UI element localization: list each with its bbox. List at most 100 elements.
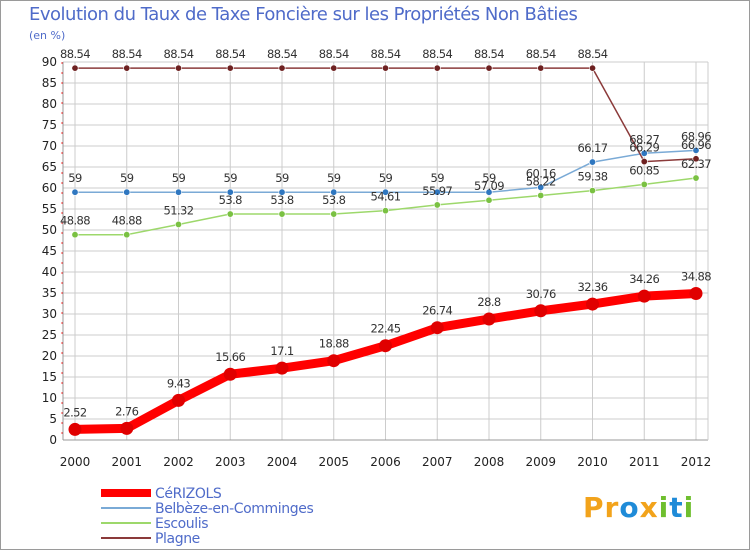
- data-point: [71, 64, 79, 72]
- data-point: [71, 188, 79, 196]
- data-label: 34.88: [681, 270, 711, 284]
- data-point: [379, 339, 392, 353]
- data-point: [123, 231, 131, 239]
- data-label: 34.26: [629, 272, 659, 286]
- data-point: [537, 183, 545, 191]
- data-point: [637, 289, 651, 303]
- data-point: [534, 304, 548, 318]
- data-label: 59.38: [578, 170, 608, 184]
- data-point: [588, 158, 596, 166]
- data-label: 88.54: [164, 47, 194, 61]
- y-tick-label: 10: [42, 391, 57, 405]
- data-label: 60.85: [629, 163, 659, 177]
- x-tick-label: 2001: [111, 455, 142, 469]
- y-tick-label: 60: [42, 181, 57, 195]
- data-point: [588, 187, 596, 195]
- data-label: 57.09: [474, 179, 504, 193]
- y-tick-label: 25: [42, 328, 57, 342]
- data-point: [71, 231, 79, 239]
- logo-letter: r: [604, 491, 620, 524]
- data-point: [226, 64, 234, 72]
- x-tick-label: 2004: [267, 455, 298, 469]
- data-point: [640, 180, 648, 188]
- logo-letter: o: [619, 491, 640, 524]
- x-tick-label: 2000: [60, 455, 91, 469]
- data-label: 2.76: [115, 404, 138, 418]
- data-label: 88.54: [474, 47, 504, 61]
- data-point: [586, 297, 599, 311]
- y-tick-label: 30: [42, 307, 57, 321]
- x-tick-label: 2007: [422, 455, 453, 469]
- x-tick-label: 2008: [474, 455, 505, 469]
- data-label: 53.8: [219, 193, 242, 207]
- data-point: [381, 207, 389, 215]
- x-tick-label: 2011: [629, 455, 660, 469]
- data-label: 30.76: [526, 287, 556, 301]
- y-tick-label: 85: [42, 76, 57, 90]
- data-label: 88.54: [267, 47, 297, 61]
- data-label: 28.8: [477, 295, 500, 309]
- data-point: [175, 64, 183, 72]
- data-label: 51.32: [164, 203, 194, 217]
- legend-label-0: CéRIZOLS: [155, 486, 222, 502]
- data-label: 9.43: [167, 376, 190, 390]
- data-label: 22.45: [371, 322, 401, 336]
- data-label: 55.97: [422, 184, 452, 198]
- data-label: 59: [379, 171, 393, 185]
- data-label: 68.27: [629, 132, 659, 146]
- y-tick-label: 75: [42, 118, 57, 132]
- data-point: [330, 188, 338, 196]
- legend-label-3: Plagne: [155, 531, 200, 547]
- data-point: [278, 188, 286, 196]
- data-label: 66.29: [629, 141, 659, 155]
- x-tick-label: 2005: [318, 455, 349, 469]
- data-label: 68.96: [681, 129, 711, 143]
- data-point: [433, 64, 441, 72]
- data-point: [692, 146, 700, 154]
- y-tick-label: 35: [42, 286, 57, 300]
- legend-label-2: Escoulis: [155, 516, 208, 532]
- data-label: 32.36: [578, 280, 608, 294]
- data-point: [123, 188, 131, 196]
- data-point: [330, 64, 338, 72]
- data-label: 66.96: [681, 138, 711, 152]
- y-unit-label: (en %): [29, 29, 66, 42]
- x-tick-label: 2006: [370, 455, 401, 469]
- y-tick-label: 50: [42, 223, 57, 237]
- data-point: [226, 210, 234, 218]
- chart-title: Evolution du Taux de Taxe Foncière sur l…: [29, 4, 578, 25]
- data-label: 88.54: [319, 47, 349, 61]
- logo-letter: i: [658, 491, 670, 524]
- data-point: [588, 64, 596, 72]
- data-point: [223, 367, 237, 381]
- data-point: [640, 149, 648, 157]
- y-tick-label: 40: [42, 265, 57, 279]
- data-label: 59: [431, 171, 445, 185]
- axes: 0 5 10 15 20 25 30 35 40 45 50 55 60 65 70 75 80 85 90 2000…: [42, 55, 712, 469]
- data-label: 48.88: [112, 214, 142, 228]
- data-label: 66.17: [578, 141, 608, 155]
- y-tick-label: 0: [49, 433, 57, 447]
- data-point: [278, 64, 286, 72]
- data-label: 54.61: [371, 190, 401, 204]
- data-label: 48.88: [60, 214, 90, 228]
- data-point: [278, 210, 286, 218]
- data-point: [433, 201, 441, 209]
- data-label: 59: [120, 171, 134, 185]
- y-tick-label: 15: [42, 370, 57, 384]
- data-point: [381, 64, 389, 72]
- data-label: 26.74: [422, 304, 452, 318]
- y-tick-label: 5: [49, 412, 57, 426]
- data-point: [482, 312, 496, 326]
- data-point: [175, 188, 183, 196]
- grid: [63, 61, 708, 441]
- logo-letter: t: [669, 491, 684, 524]
- data-label: 62.37: [681, 157, 711, 171]
- data-label: 53.8: [322, 193, 345, 207]
- data-point: [275, 361, 289, 375]
- data-point: [381, 188, 389, 196]
- data-label: 59: [275, 171, 289, 185]
- data-label: 59: [224, 171, 238, 185]
- data-label: 88.54: [526, 47, 556, 61]
